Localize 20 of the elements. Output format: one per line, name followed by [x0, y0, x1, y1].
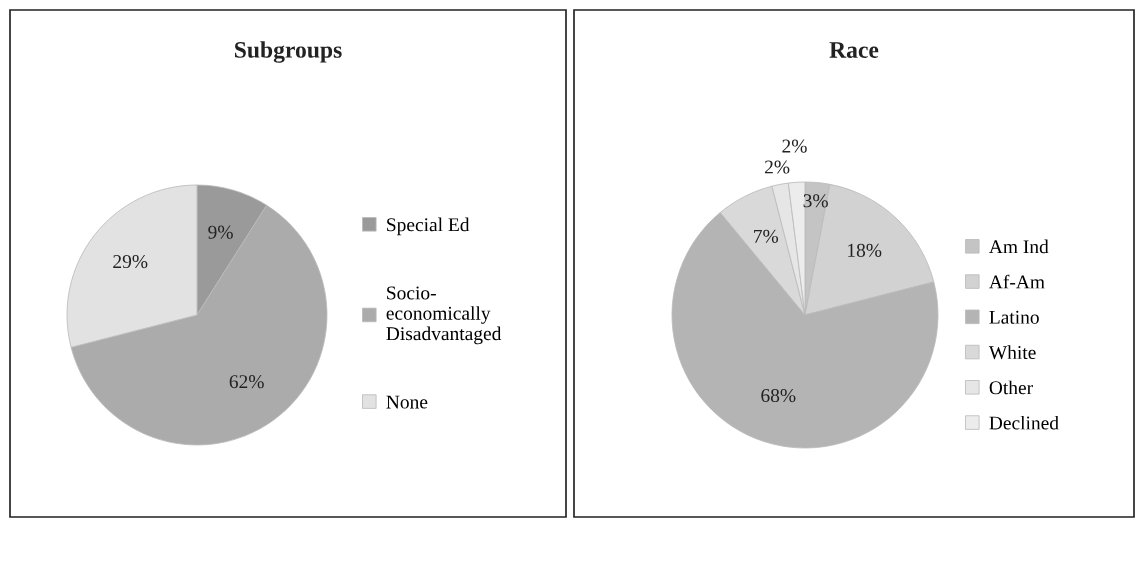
data-label: 68% [761, 388, 796, 403]
data-label: 2% [764, 160, 790, 174]
legend-label: Latino [989, 310, 1039, 324]
legend-label: White [988, 345, 1036, 360]
legend-label: Declined [989, 415, 1059, 430]
legend-label: None [386, 395, 428, 409]
legend-label: Af-Am [989, 274, 1045, 289]
data-label: 29% [113, 254, 148, 269]
legend-label: Other [989, 380, 1033, 395]
data-label: 7% [754, 229, 779, 243]
data-label: 2% [782, 139, 807, 153]
legend-label: Am Ind [989, 239, 1049, 254]
legend-label: Special Ed [387, 217, 470, 236]
data-label: 3% [803, 194, 828, 208]
chart-title: Subgroups [235, 41, 342, 63]
chart-title: Race [829, 42, 879, 58]
legend-label: Socio-economically Disadvantaged [386, 286, 502, 345]
data-label: 62% [229, 375, 264, 389]
data-label: 9% [208, 225, 233, 239]
data-label: 18% [848, 243, 882, 257]
